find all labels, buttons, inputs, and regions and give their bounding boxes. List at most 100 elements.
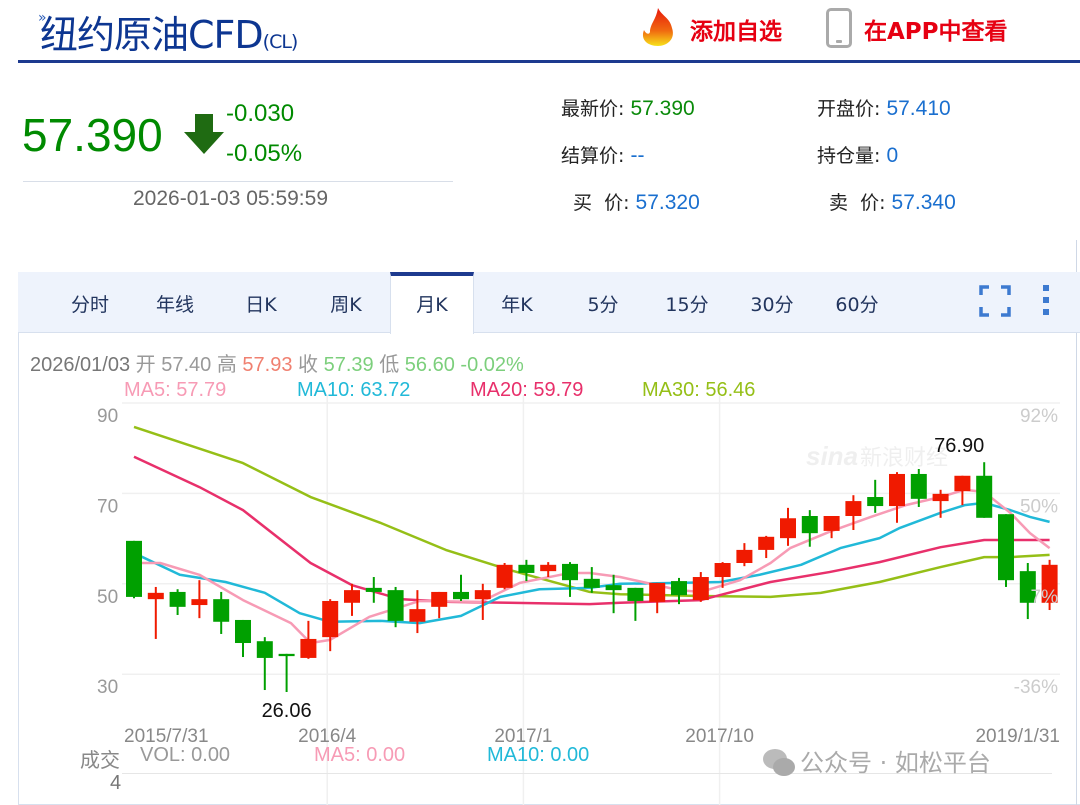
low-label: 低 xyxy=(379,354,400,376)
arrow-down-icon xyxy=(182,112,226,156)
more-vertical-icon[interactable] xyxy=(1042,284,1050,320)
x-tick-label: 2017/10 xyxy=(685,726,754,747)
candle-body xyxy=(889,473,905,507)
field-value: -- xyxy=(630,144,645,167)
open-label: 开 xyxy=(135,354,156,376)
tab-intraday[interactable]: 分时 xyxy=(70,294,109,316)
field-value: 57.340 xyxy=(891,191,956,214)
volume-gridline xyxy=(122,773,1052,774)
field-label: 开盘价: xyxy=(817,98,881,120)
y-right-tick-label: -36% xyxy=(1014,677,1058,698)
tab-year-line[interactable]: 年线 xyxy=(155,294,194,316)
field-label: 结算价: xyxy=(561,145,625,167)
header-divider xyxy=(18,60,1080,63)
y-right-tick-label: 7% xyxy=(1031,587,1059,608)
candle-body xyxy=(954,475,971,492)
fullscreen-icon[interactable] xyxy=(979,285,1011,321)
candle-body xyxy=(431,591,448,607)
sina-watermark: sina 新浪财经 xyxy=(806,441,948,471)
field-bid: 买 价: 57.320 xyxy=(573,188,700,215)
candle-body xyxy=(322,600,339,638)
candle-body xyxy=(932,493,949,502)
svg-text:新浪财经: 新浪财经 xyxy=(860,446,948,471)
low-value: 56.60 xyxy=(404,354,455,376)
phone-icon xyxy=(826,8,852,48)
candle-body xyxy=(256,641,273,658)
y-tick-label: 50 xyxy=(97,587,118,608)
volume-ma10: MA10: 0.00 xyxy=(487,744,590,766)
last-price: 57.390 xyxy=(22,109,163,161)
open-value: 57.40 xyxy=(161,354,212,376)
tab-daily-k[interactable]: 日K xyxy=(245,294,277,316)
x-tick-label: 2017/1 xyxy=(494,726,552,747)
field-settlement: 结算价: -- xyxy=(561,141,644,168)
tab-weekly-k[interactable]: 周K xyxy=(330,294,362,316)
candle-body xyxy=(976,475,993,518)
instrument-name: 纽约原油CFD xyxy=(40,13,264,57)
candle-body xyxy=(1041,564,1058,603)
field-value: 57.410 xyxy=(886,97,951,120)
tab-60min[interactable]: 60分 xyxy=(835,294,879,316)
tab-monthly-k[interactable]: 月K xyxy=(390,272,474,334)
period-tabs: 分时 年线 日K 周K 月K 年K 5分 15分 30分 60分 xyxy=(18,272,1080,334)
candle-body xyxy=(126,540,142,597)
ma30-legend: MA30: 56.46 xyxy=(642,379,756,401)
candle-body xyxy=(191,599,208,606)
candle-body xyxy=(213,599,230,622)
tab-5min[interactable]: 5分 xyxy=(587,294,619,316)
candle-body xyxy=(496,564,513,588)
volume-ma5: MA5: 0.00 xyxy=(314,744,406,766)
ma5-legend: MA5: 57.79 xyxy=(124,379,227,401)
wechat-icon xyxy=(762,746,796,780)
field-value: 57.320 xyxy=(635,191,700,214)
candle-body xyxy=(474,590,491,600)
ma5-line xyxy=(134,488,1051,645)
candle-body xyxy=(562,563,578,581)
wechat-watermark: 公众号 · 如松平台 xyxy=(800,749,991,777)
candle-body xyxy=(649,582,666,602)
candle-body xyxy=(780,518,796,539)
candle-body xyxy=(627,587,644,601)
field-open-interest: 持仓量: 0 xyxy=(817,141,898,168)
change-value: -0.02% xyxy=(460,354,524,376)
price-change-pct: -0.05% xyxy=(226,140,303,167)
candle-body xyxy=(671,581,687,596)
candle-body xyxy=(453,591,469,600)
add-watchlist-button[interactable]: 添加自选 xyxy=(690,19,782,45)
candle-body xyxy=(387,590,404,621)
candle-body xyxy=(714,563,731,578)
tab-15min[interactable]: 15分 xyxy=(665,294,709,316)
candle-body xyxy=(736,549,753,564)
field-label: 买 价: xyxy=(573,192,630,214)
x-tick-label: 2015/7/31 xyxy=(124,726,209,747)
instrument-code: (CL) xyxy=(262,31,299,53)
field-label: 卖 价: xyxy=(829,192,886,214)
candle-body xyxy=(758,536,775,550)
svg-text:sina: sina xyxy=(806,441,858,471)
candle-body xyxy=(300,638,317,658)
extreme-value-label: 76.90 xyxy=(934,435,984,457)
field-ask: 卖 价: 57.340 xyxy=(829,188,956,215)
y-right-tick-label: 92% xyxy=(1020,406,1058,427)
divider xyxy=(1076,240,1077,805)
candle-body xyxy=(147,592,164,600)
bar-date: 2026/01/03 xyxy=(30,354,131,376)
field-value: 57.390 xyxy=(630,97,695,120)
candle-body xyxy=(540,564,557,572)
candle-body xyxy=(910,473,927,499)
field-last-price: 最新价: 57.390 xyxy=(561,94,695,121)
y-tick-label: 90 xyxy=(97,406,118,427)
tab-yearly-k[interactable]: 年K xyxy=(501,294,533,316)
x-tick-label: 2016/4 xyxy=(298,726,357,747)
candle-body xyxy=(344,590,360,603)
flame-icon[interactable] xyxy=(636,6,680,48)
chevron-double-icon: » xyxy=(38,10,47,26)
candle-body xyxy=(583,578,600,588)
tab-30min[interactable]: 30分 xyxy=(750,294,794,316)
close-label: 收 xyxy=(298,354,319,376)
candle-body xyxy=(278,653,295,657)
page-title: 纽约原油CFD(CL) xyxy=(40,4,299,59)
candle-body xyxy=(365,587,382,592)
view-in-app-button[interactable]: 在APP中查看 xyxy=(864,19,1008,45)
